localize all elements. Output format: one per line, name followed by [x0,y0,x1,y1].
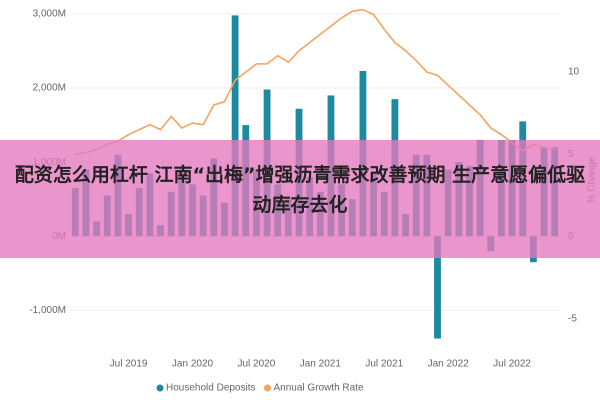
y2-tick-label: -5 [568,313,577,324]
x-tick-label: Jan 2021 [300,359,342,370]
annotation: 配资怎么用杠杆 江南“出梅”增强沥青需求改善预期 生产意愿偏低驱动库存去化 [14,164,586,216]
y2-tick-label: 10 [568,67,580,78]
y-tick-label: 2,000M [33,83,66,94]
overlay-band [0,140,600,258]
x-tick-label: Jul 2020 [238,359,276,370]
x-tick-label: Jan 2020 [172,359,214,370]
x-tick-label: Jul 2019 [110,359,148,370]
bar [231,15,239,237]
legend-label: Household Deposits [166,383,256,394]
legend-marker [156,384,164,392]
y-tick-label: 3,000M [33,9,66,20]
bar [434,236,441,339]
y-tick-label: -1,000M [29,305,66,316]
legend-label: Annual Growth Rate [274,383,364,394]
x-tick-label: Jul 2021 [365,359,403,370]
legend-marker [264,384,271,392]
x-tick-label: Jan 2022 [428,359,470,370]
line [75,8,555,156]
x-tick-label: Jul 2022 [493,359,531,370]
